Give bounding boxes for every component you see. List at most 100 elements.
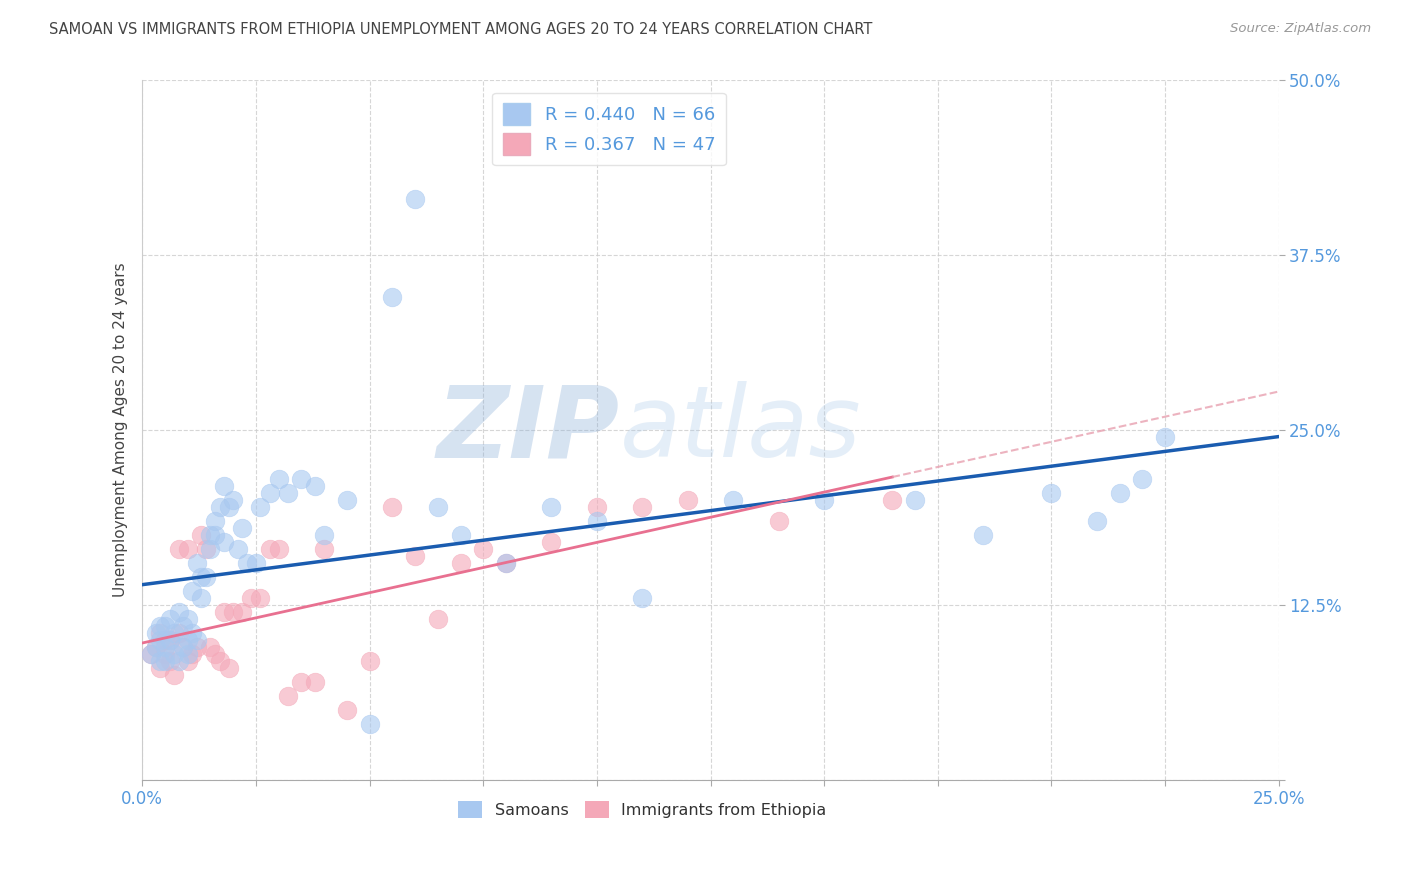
Point [231,605,253,619]
Point [336,492,359,507]
Point [450,528,472,542]
Y-axis label: Unemployment Among Ages 20 to 24 years: Unemployment Among Ages 20 to 24 years [114,262,128,598]
Point [159,632,181,647]
Point [177,541,200,556]
Point [172,640,194,654]
Point [218,661,240,675]
Point [222,605,245,619]
Text: Source: ZipAtlas.com: Source: ZipAtlas.com [1230,22,1371,36]
Point [1132,472,1154,486]
Point [226,541,249,556]
Point [267,472,290,486]
Point [813,492,835,507]
Point [204,528,226,542]
Point [200,541,222,556]
Point [314,541,336,556]
Point [167,626,190,640]
Point [768,514,790,528]
Point [204,514,226,528]
Point [149,661,172,675]
Point [450,556,472,570]
Point [723,492,745,507]
Text: ZIP: ZIP [437,382,620,478]
Point [495,556,517,570]
Point [381,500,404,514]
Point [190,528,212,542]
Point [259,486,281,500]
Point [259,541,281,556]
Point [267,541,290,556]
Point [163,626,186,640]
Point [212,605,235,619]
Text: SAMOAN VS IMMIGRANTS FROM ETHIOPIA UNEMPLOYMENT AMONG AGES 20 TO 24 YEARS CORREL: SAMOAN VS IMMIGRANTS FROM ETHIOPIA UNEMP… [49,22,873,37]
Point [426,612,449,626]
Point [177,647,200,661]
Point [177,612,200,626]
Point [181,647,204,661]
Point [314,528,336,542]
Point [177,654,200,668]
Point [904,492,927,507]
Point [194,570,217,584]
Point [359,654,381,668]
Point [145,640,167,654]
Point [177,632,200,647]
Point [172,619,194,633]
Point [1040,486,1063,500]
Point [290,472,312,486]
Point [231,521,253,535]
Point [631,500,654,514]
Point [676,492,699,507]
Point [163,647,186,661]
Point [249,591,271,605]
Point [149,626,172,640]
Point [404,192,426,206]
Point [163,668,186,682]
Point [222,492,245,507]
Point [1154,430,1177,444]
Point [153,632,176,647]
Point [882,492,904,507]
Point [586,500,609,514]
Point [240,591,263,605]
Point [167,605,190,619]
Point [208,500,231,514]
Point [249,500,271,514]
Point [540,500,562,514]
Point [277,486,299,500]
Point [290,675,312,690]
Point [194,541,217,556]
Point [540,535,562,549]
Point [186,640,208,654]
Point [172,640,194,654]
Point [212,479,235,493]
Point [495,556,517,570]
Point [1085,514,1108,528]
Point [426,500,449,514]
Point [181,584,204,599]
Point [304,675,326,690]
Point [218,500,240,514]
Point [159,612,181,626]
Point [381,290,404,304]
Point [472,541,495,556]
Point [145,626,167,640]
Point [167,541,190,556]
Point [153,654,176,668]
Point [200,528,222,542]
Point [167,654,190,668]
Point [404,549,426,563]
Point [141,647,163,661]
Point [153,640,176,654]
Point [200,640,222,654]
Point [190,570,212,584]
Point [141,647,163,661]
Point [972,528,994,542]
Point [208,654,231,668]
Point [149,619,172,633]
Point [359,717,381,731]
Point [153,647,176,661]
Point [336,703,359,717]
Point [186,556,208,570]
Point [181,626,204,640]
